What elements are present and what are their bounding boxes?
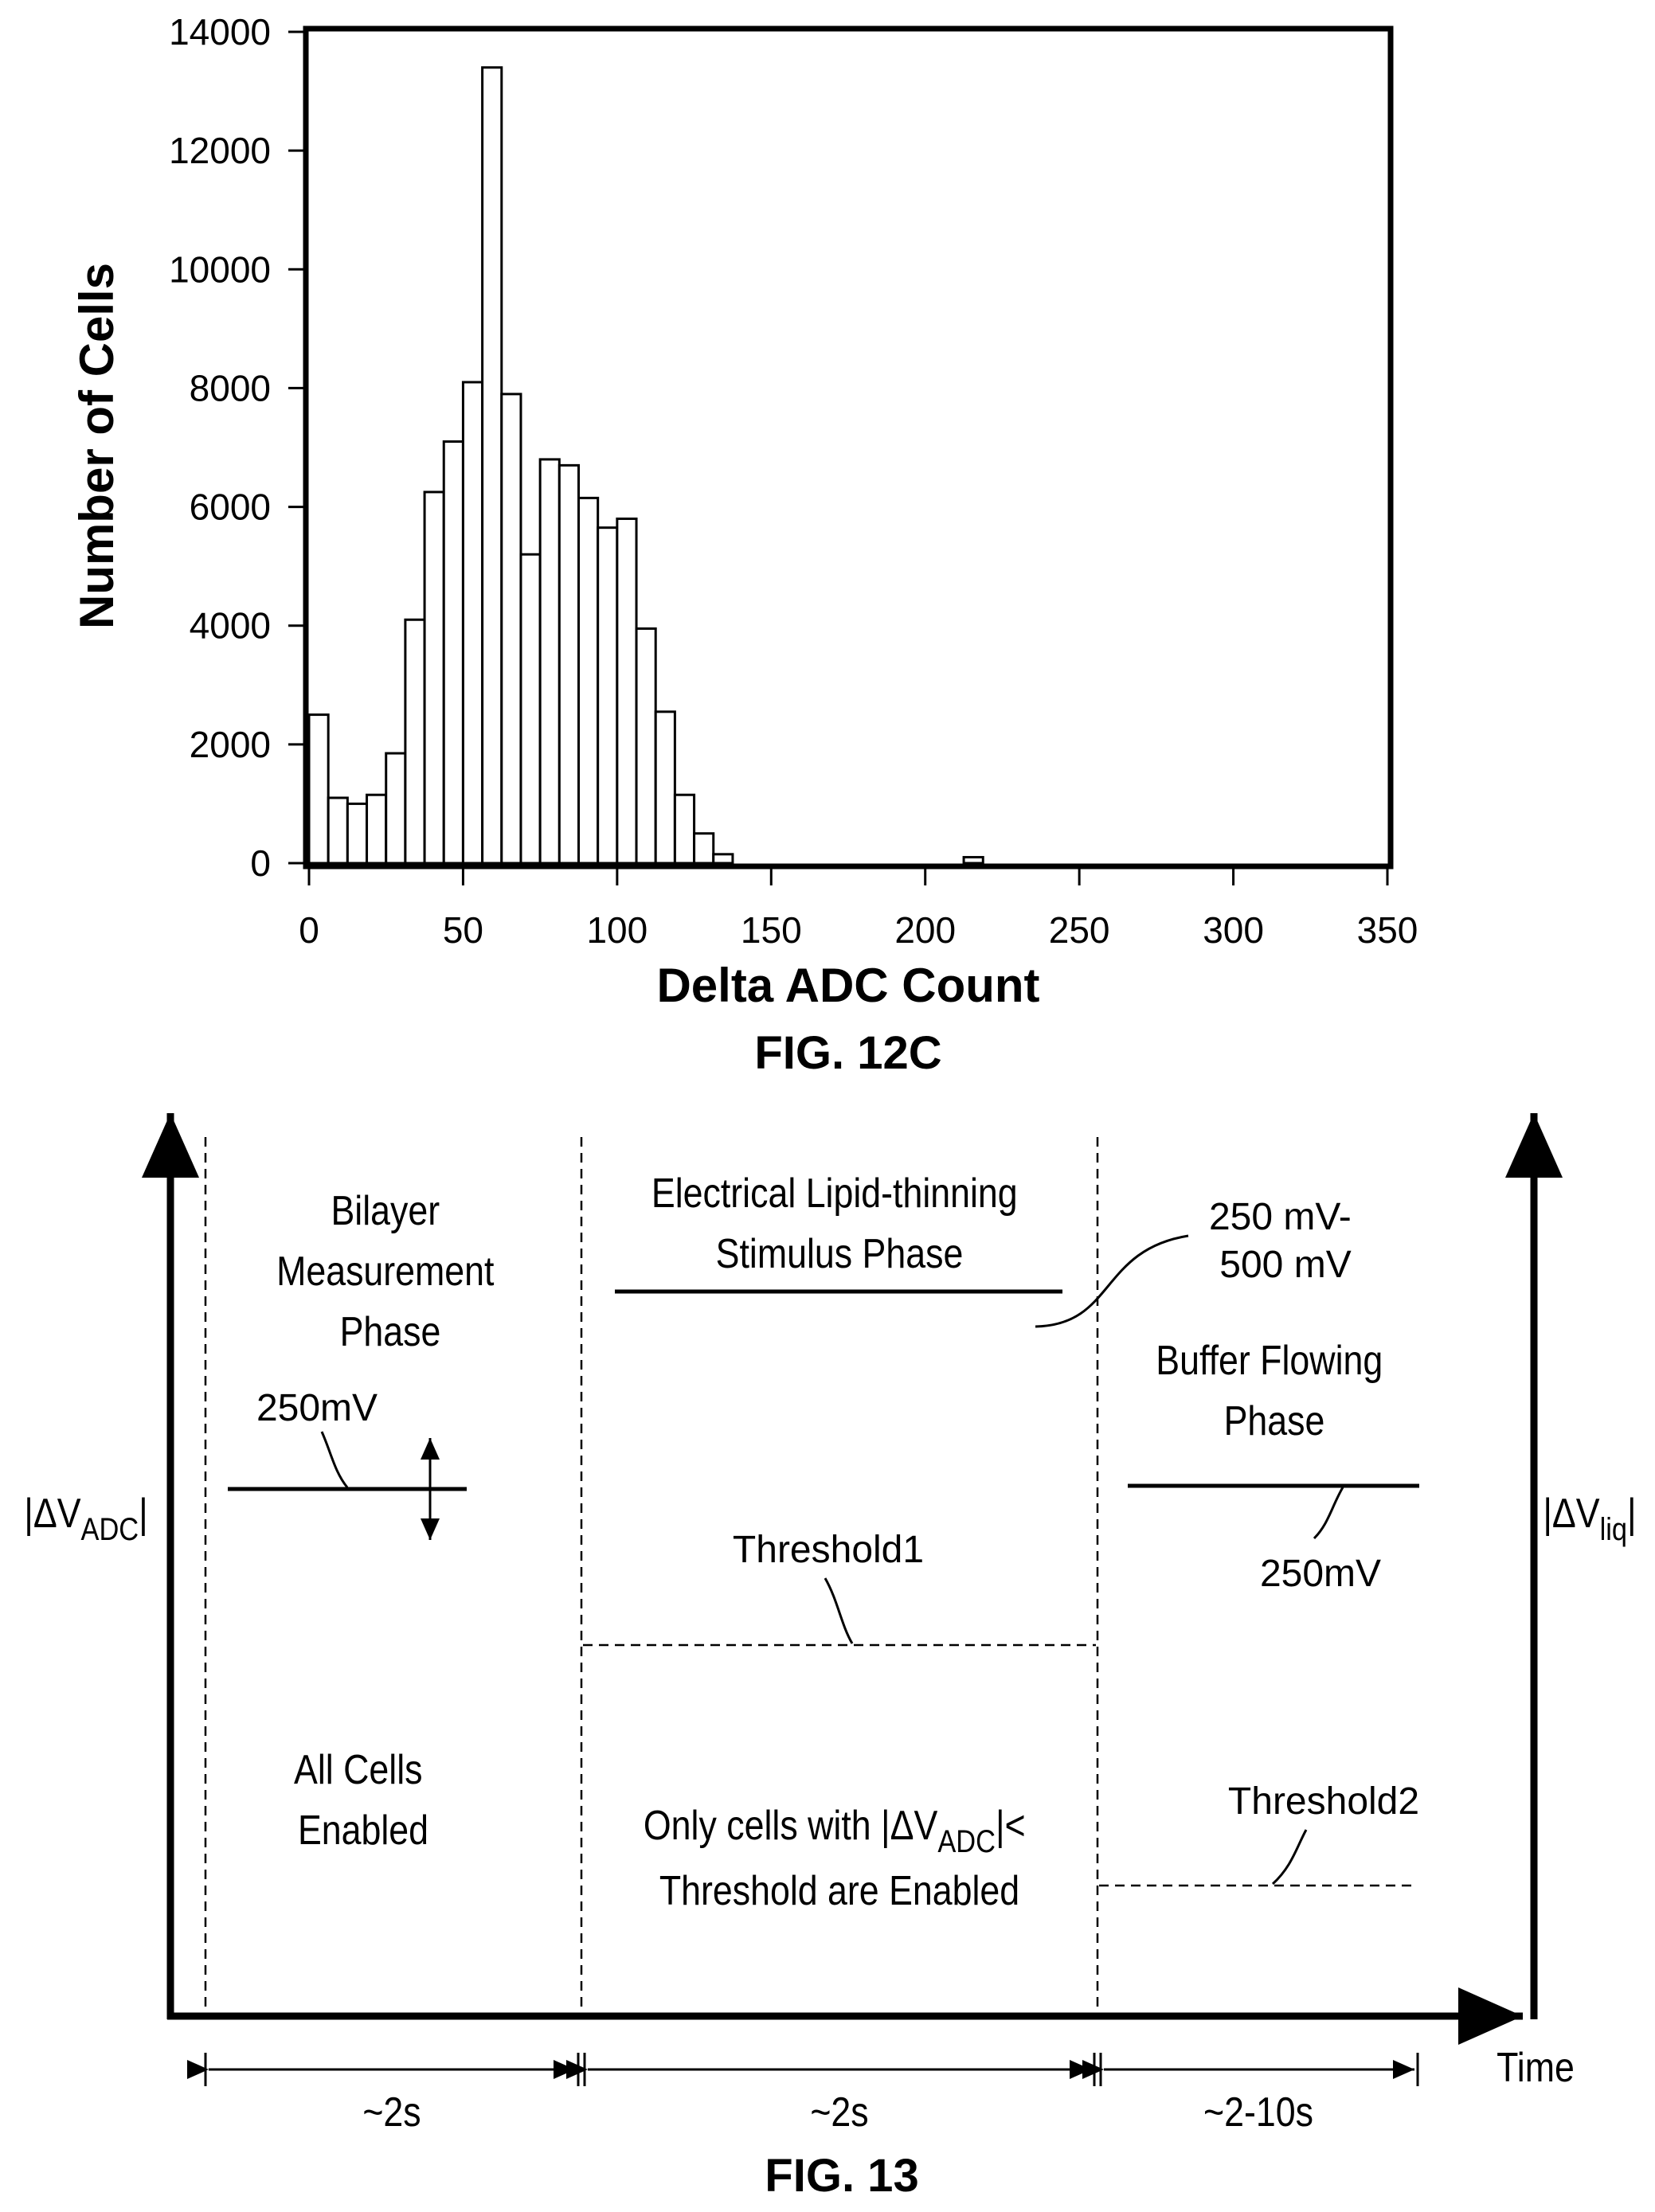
duration-bracket-1 [187, 2053, 580, 2086]
histogram-bar [635, 627, 657, 865]
x-tick-label: 300 [1203, 909, 1264, 951]
histogram-bar [673, 793, 696, 865]
threshold2-label: Threshold2 [1228, 1780, 1419, 1823]
bilayer-voltage-label: 250mV [256, 1387, 378, 1429]
histogram-bar [597, 526, 619, 865]
y-tick-label: 10000 [169, 248, 271, 290]
histogram-bar [481, 66, 503, 865]
y-tick-label: 14000 [169, 11, 271, 53]
fig13-label: FIG. 13 [765, 2150, 918, 2202]
histogram-bar [385, 752, 407, 865]
y-axis-ticks: 0 2000 4000 6000 8000 10000 12000 14000 [169, 11, 306, 884]
y-tick-label: 8000 [190, 367, 271, 408]
stimulus-voltage-label: 250 mV- 500 mV [1209, 1196, 1362, 1286]
y-tick-label: 0 [250, 842, 271, 884]
right-axis-label: |ΔVliq| [1543, 1491, 1636, 1547]
plot-frame [303, 25, 1394, 870]
histogram-bar [712, 853, 734, 865]
y-tick-label: 2000 [190, 724, 271, 765]
histogram-bar [423, 490, 445, 865]
bilayer-phase-title: Bilayer Measurement Phase [276, 1188, 504, 1355]
buffer-voltage-leader [1313, 1487, 1344, 1540]
histogram-bar [404, 618, 426, 865]
histogram-bar [558, 463, 580, 865]
histogram-bar [500, 393, 522, 865]
duration-bracket-3 [1082, 2053, 1419, 2086]
fig12c-histogram: 0 2000 4000 6000 8000 10000 12000 14000 0 50 100 1… [70, 11, 1418, 1079]
histogram-bars [307, 66, 984, 865]
x-tick-label: 250 [1049, 909, 1110, 951]
histogram-bar [461, 381, 484, 865]
histogram-bar [693, 832, 715, 865]
histogram-bar [346, 802, 369, 865]
threshold1-leader [824, 1577, 854, 1644]
histogram-bar [538, 458, 561, 865]
histogram-bar [616, 517, 638, 865]
x-tick-label: 200 [894, 909, 956, 951]
histogram-bar [519, 553, 542, 865]
x-tick-label: 100 [586, 909, 648, 951]
all-cells-enabled: All Cells Enabled [294, 1747, 432, 1854]
threshold2-leader [1271, 1829, 1308, 1886]
x-axis-ticks: 0 50 100 150 200 250 300 350 [299, 866, 1418, 951]
duration-label-2: ~2s [810, 2089, 868, 2136]
buffer-phase-title: Buffer Flowing Phase [1156, 1338, 1392, 1444]
duration-label-1: ~2s [362, 2089, 421, 2136]
duration-bracket-2 [566, 2053, 1096, 2086]
y-tick-label: 4000 [190, 605, 271, 647]
y-tick-label: 12000 [169, 130, 271, 171]
histogram-bar [442, 440, 464, 865]
left-axis-label: |ΔVADC| [24, 1491, 148, 1547]
histogram-bar [307, 713, 330, 865]
histogram-bar [366, 793, 388, 865]
duration-label-3: ~2-10s [1203, 2089, 1313, 2136]
x-tick-label: 50 [443, 909, 483, 951]
x-tick-label: 150 [741, 909, 802, 951]
only-cells-enabled: Only cells with |ΔVADC|< Threshold are E… [644, 1803, 1035, 1914]
x-tick-label: 0 [299, 909, 319, 951]
bilayer-voltage-leader [320, 1431, 349, 1488]
y-tick-label: 6000 [190, 487, 271, 528]
time-axis-label: Time [1497, 2045, 1575, 2091]
buffer-voltage-label: 250mV [1260, 1553, 1381, 1595]
histogram-bar [654, 710, 676, 865]
fig12c-label: FIG. 12C [754, 1027, 941, 1079]
histogram-bar [962, 856, 984, 865]
x-tick-label: 350 [1357, 909, 1418, 951]
stimulus-phase-title: Electrical Lipid-thinning Stimulus Phase [651, 1170, 1027, 1277]
histogram-bar [327, 796, 349, 865]
x-axis-title: Delta ADC Count [656, 959, 1039, 1012]
threshold1-label: Threshold1 [733, 1529, 924, 1571]
fig13-timing-diagram: |ΔVADC| |ΔVliq| Bilayer Measurement Phas… [24, 1113, 1637, 2202]
histogram-bar [577, 496, 600, 865]
stimulus-voltage-leader [1035, 1234, 1189, 1328]
y-axis-title: Number of Cells [70, 263, 123, 629]
